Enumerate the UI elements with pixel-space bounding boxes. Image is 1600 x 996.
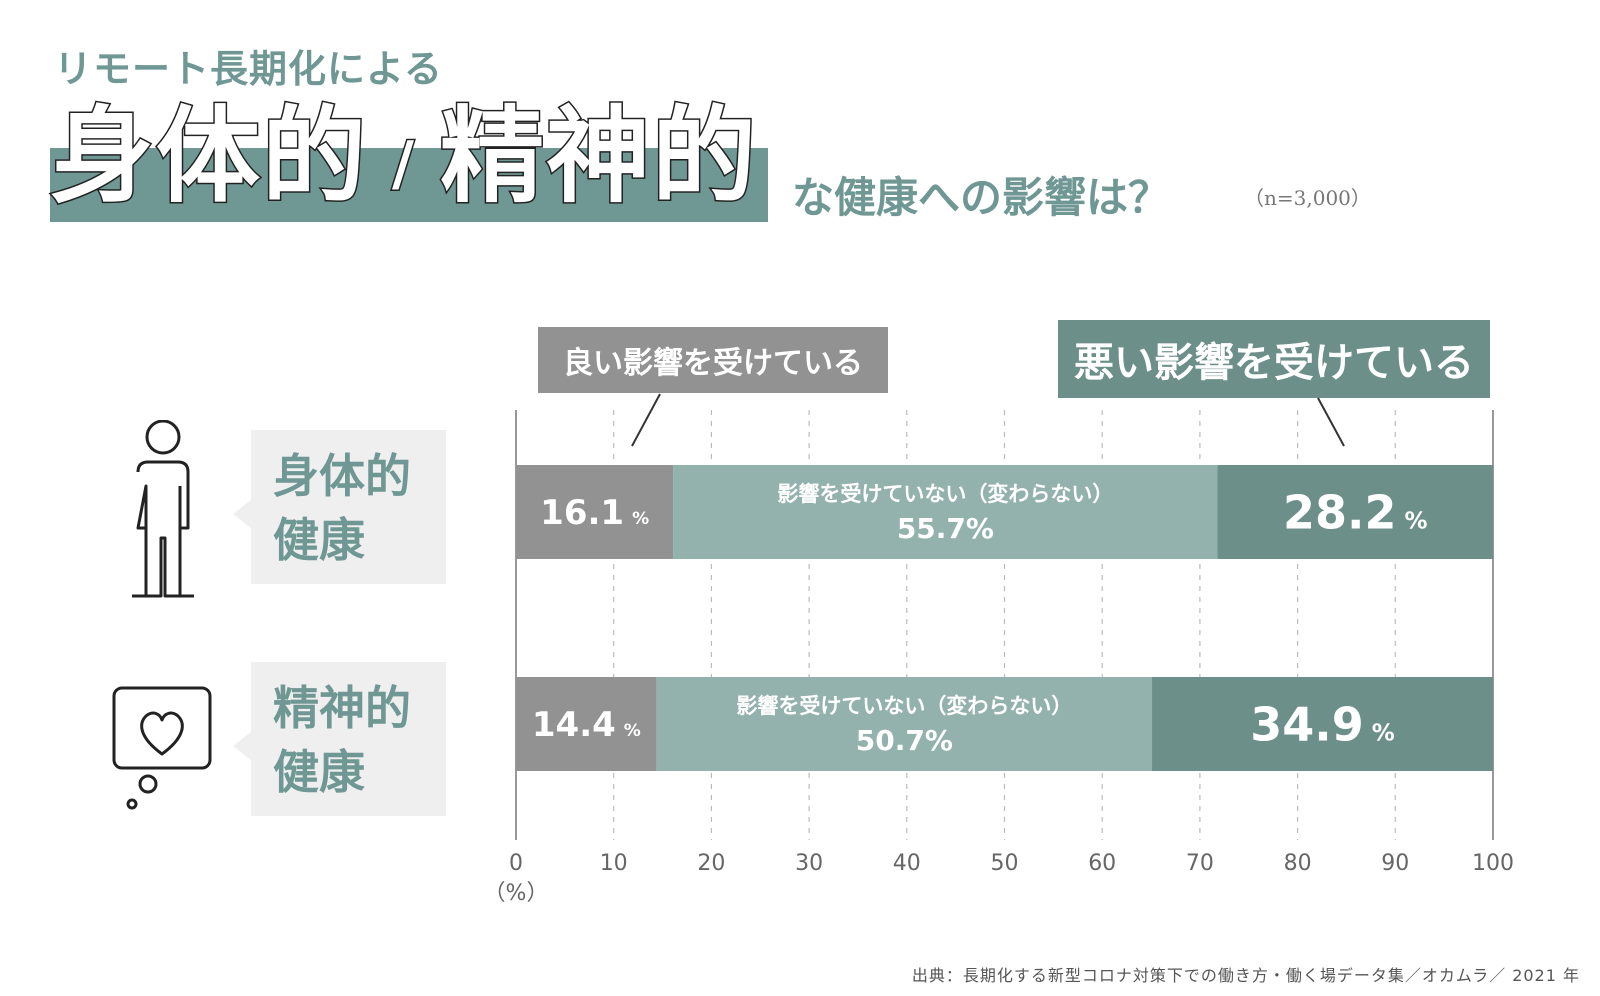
category-label-line2: 健康 [273, 513, 365, 567]
bar-segment [1152, 677, 1493, 771]
category-box-pointer [233, 500, 251, 528]
callout-pointer-good [631, 393, 661, 447]
title-slash: / [391, 128, 416, 199]
category-label-line2: 健康 [273, 745, 365, 799]
bar-segment [516, 677, 657, 771]
bar-segment [673, 465, 1218, 559]
category-label-line1: 精神的 [273, 681, 411, 735]
data-label: 55.7% [897, 512, 994, 545]
category-box-physical: 身体的 健康 [233, 430, 446, 584]
data-label: 28.2% [1283, 486, 1428, 540]
chart-subtitle: リモート長期化による [54, 47, 443, 91]
category-label-mental: 精神的 健康 [273, 676, 433, 804]
title-part-mental: 精神的 [438, 95, 758, 217]
x-tick-label: 60 [1088, 851, 1116, 876]
x-axis-unit: （%） [484, 881, 549, 906]
category-label-line1: 身体的 [273, 449, 411, 503]
x-tick-label: 30 [795, 851, 823, 876]
title-part-physical: 身体的 [48, 95, 369, 217]
x-tick-label: 90 [1381, 851, 1409, 876]
sample-size: （n=3,000） [1244, 186, 1371, 210]
data-label: 影響を受けていない（変わらない） [777, 482, 1113, 506]
x-tick-label: 100 [1472, 851, 1514, 876]
data-label: 50.7% [856, 724, 953, 757]
callout-bad-impact: 悪い影響を受けている [1058, 320, 1490, 398]
data-label: 16.1% [540, 493, 649, 533]
category-label-physical: 身体的 健康 [273, 444, 433, 572]
bar-segment [656, 677, 1153, 771]
x-tick-label: 20 [697, 851, 725, 876]
category-box-mental: 精神的 健康 [233, 662, 446, 816]
bar-segment [1217, 465, 1493, 559]
x-tick-label: 40 [893, 851, 921, 876]
callout-pointer-bad [1317, 397, 1345, 447]
title-highlight-band [50, 148, 768, 222]
x-tick-label: 80 [1284, 851, 1312, 876]
title-rest: な健康への影響は？ [792, 173, 1171, 222]
heart-thought-icon [112, 686, 212, 810]
category-box-pointer [233, 732, 251, 760]
source-note: 出典：長期化する新型コロナ対策下での働き方・働く場データ集／オカムラ／ 2021… [911, 966, 1580, 985]
data-label: 14.4% [532, 705, 641, 745]
chart-title: 身体的 / 精神的 [48, 103, 758, 210]
x-tick-label: 50 [991, 851, 1019, 876]
x-tick-label: 70 [1186, 851, 1214, 876]
person-icon [132, 420, 194, 598]
callout-good-impact: 良い影響を受けている [538, 327, 888, 393]
data-label: 影響を受けていない（変わらない） [736, 694, 1072, 718]
bar-segment [516, 465, 674, 559]
data-label: 34.9% [1250, 698, 1395, 752]
x-tick-label: 0 [509, 851, 523, 876]
x-tick-label: 10 [600, 851, 628, 876]
